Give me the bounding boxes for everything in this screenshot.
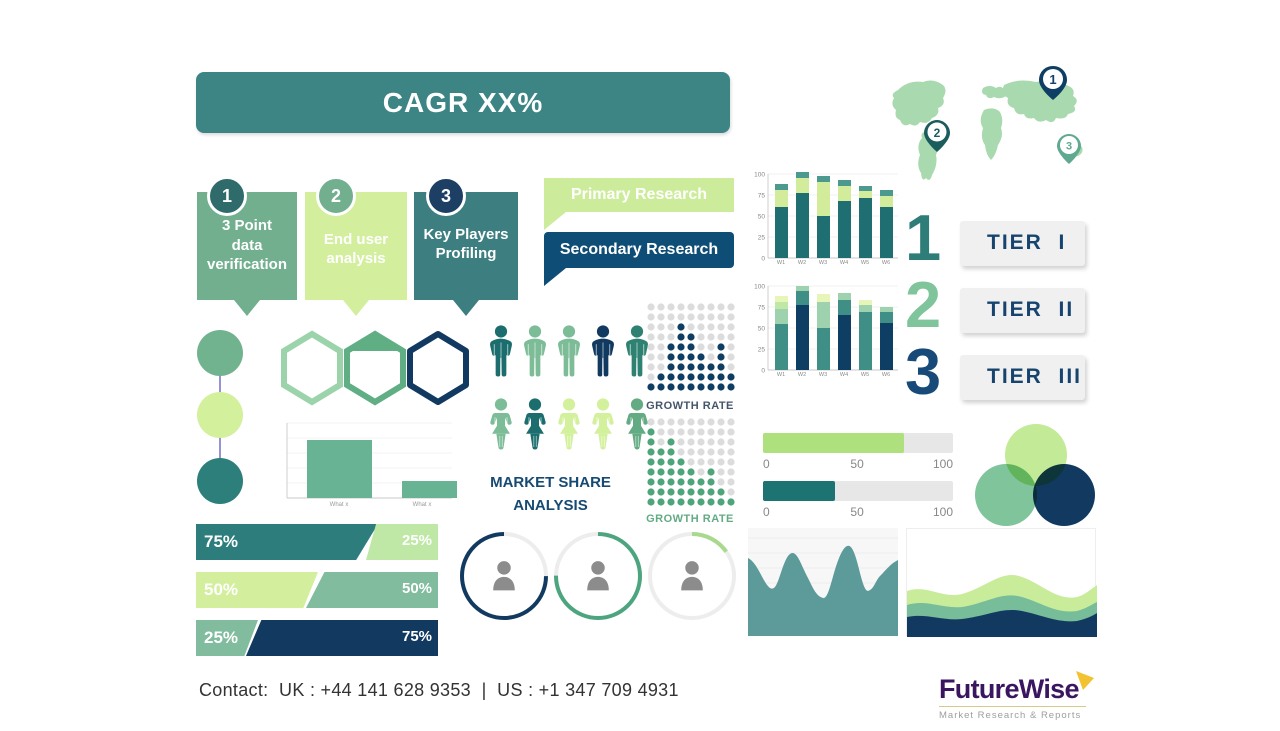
svg-text:W2: W2 (798, 372, 806, 378)
svg-text:1: 1 (1049, 72, 1056, 87)
svg-text:2: 2 (934, 126, 941, 140)
svg-text:W5: W5 (861, 372, 869, 378)
svg-text:25: 25 (758, 347, 766, 354)
svg-text:100: 100 (754, 172, 765, 179)
svg-text:0: 0 (761, 256, 765, 263)
svg-text:W2: W2 (798, 260, 806, 266)
svg-text:W1: W1 (777, 260, 785, 266)
svg-text:What x: What x (413, 502, 432, 508)
svg-text:W6: W6 (882, 372, 890, 378)
svg-text:50: 50 (758, 214, 766, 221)
svg-text:W6: W6 (882, 260, 890, 266)
svg-text:75: 75 (758, 193, 766, 200)
svg-text:50: 50 (758, 326, 766, 333)
svg-text:W3: W3 (819, 372, 827, 378)
svg-text:W5: W5 (861, 260, 869, 266)
svg-text:3: 3 (1066, 141, 1072, 153)
svg-text:W4: W4 (840, 260, 848, 266)
svg-text:0: 0 (761, 368, 765, 375)
svg-text:W4: W4 (840, 372, 848, 378)
svg-text:W1: W1 (777, 372, 785, 378)
svg-text:75: 75 (758, 305, 766, 312)
svg-text:100: 100 (754, 284, 765, 291)
svg-text:25: 25 (758, 235, 766, 242)
svg-text:What x: What x (330, 502, 349, 508)
svg-text:W3: W3 (819, 260, 827, 266)
